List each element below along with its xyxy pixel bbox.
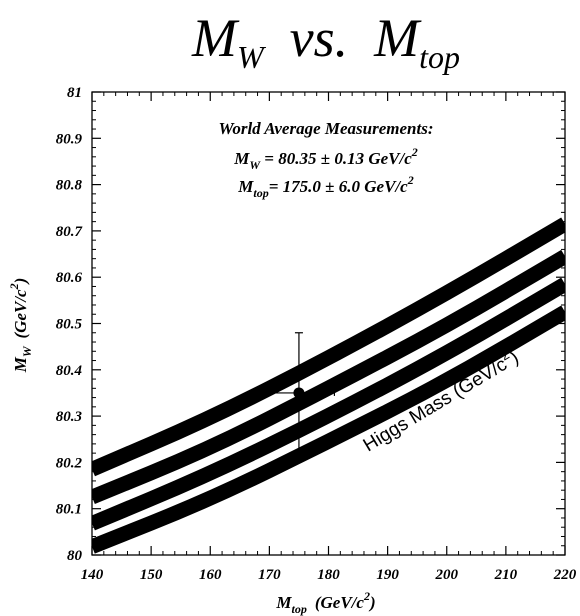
- x-tick-label: 220: [553, 567, 577, 583]
- x-tick-label: 150: [140, 567, 163, 583]
- y-tick-label: 80.7: [56, 224, 83, 240]
- higgs-band-1: [92, 217, 565, 477]
- measurement-point: [293, 387, 305, 399]
- higgs-bands: [92, 217, 565, 554]
- y-tick-label: 80.4: [56, 363, 83, 379]
- x-tick-label: 160: [199, 567, 222, 583]
- y-tick-label: 80.3: [56, 409, 83, 425]
- y-tick-label: 80.8: [56, 178, 83, 194]
- annotation-mw: MW = 80.35 ± 0.13 GeV/c2: [233, 145, 418, 172]
- plot-area: 140 150 160 170 180 190 200 210 220 80 80.1 80.2 80.…: [56, 85, 577, 583]
- x-tick-label: 170: [258, 567, 281, 583]
- x-tick-label: 210: [494, 567, 518, 583]
- higgs-band-3: [92, 277, 565, 531]
- y-tick-label: 80.5: [56, 317, 83, 333]
- x-axis-label: Mtop (GeV/c2): [275, 589, 375, 616]
- x-tick-label: 200: [435, 567, 459, 583]
- y-tick-label: 80.1: [56, 502, 82, 518]
- y-tick-label: 80.6: [56, 270, 83, 286]
- annotation-mtop: Mtop= 175.0 ± 6.0 GeV/c2: [237, 173, 413, 200]
- higgs-band-4: [92, 305, 565, 554]
- y-tick-label: 81: [67, 85, 82, 101]
- x-tick-label: 140: [81, 567, 104, 583]
- y-tick-label: 80.9: [56, 131, 83, 147]
- x-tick-label: 180: [317, 567, 340, 583]
- annotation-heading: World Average Measurements:: [218, 119, 433, 138]
- y-tick-label: 80: [67, 548, 83, 564]
- y-axis-label: MW(GeV/c2): [7, 278, 34, 374]
- x-tick-label: 190: [376, 567, 399, 583]
- y-tick-label: 80.2: [56, 455, 83, 471]
- chart-title: MW vs. Mtop: [191, 8, 460, 75]
- higgs-band-2: [92, 249, 565, 505]
